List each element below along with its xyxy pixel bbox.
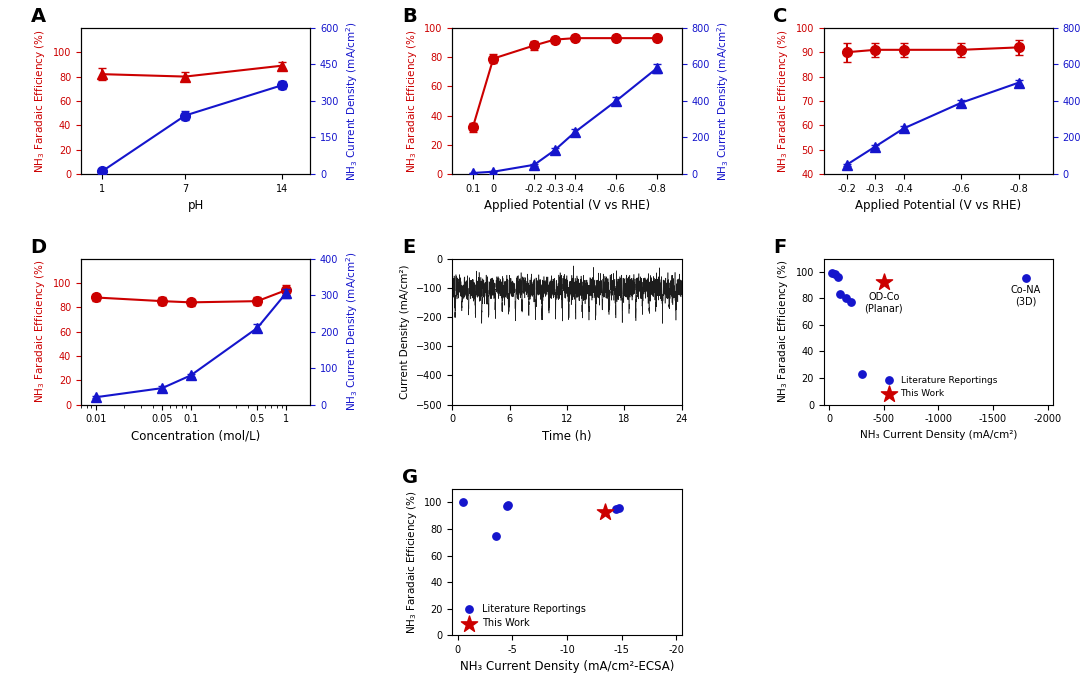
Literature Reportings xyxy=(829,272,847,283)
Literature Reportings xyxy=(853,369,870,380)
This Work xyxy=(596,506,613,517)
Legend: Literature Reportings, This Work: Literature Reportings, This Work xyxy=(878,374,999,400)
Text: E: E xyxy=(402,238,415,257)
Text: B: B xyxy=(402,7,417,26)
Literature Reportings xyxy=(826,269,843,280)
X-axis label: NH₃ Current Density (mA/cm²-ECSA): NH₃ Current Density (mA/cm²-ECSA) xyxy=(460,660,674,674)
X-axis label: NH₃ Current Density (mA/cm²): NH₃ Current Density (mA/cm²) xyxy=(860,430,1017,440)
Literature Reportings xyxy=(824,267,841,279)
Text: C: C xyxy=(773,7,787,26)
Y-axis label: Current Density (mA/cm²): Current Density (mA/cm²) xyxy=(401,265,410,399)
Y-axis label: NH$_3$ Current Density (mA/cm$^2$): NH$_3$ Current Density (mA/cm$^2$) xyxy=(345,252,360,411)
Literature Reportings xyxy=(611,502,629,513)
Y-axis label: NH$_3$ Faradaic Efficiency (%): NH$_3$ Faradaic Efficiency (%) xyxy=(405,490,419,634)
X-axis label: pH: pH xyxy=(188,199,204,212)
Text: D: D xyxy=(30,238,46,257)
Literature Reportings xyxy=(498,501,515,512)
X-axis label: Time (h): Time (h) xyxy=(542,430,592,443)
Y-axis label: NH$_3$ Faradaic Efficiency (%): NH$_3$ Faradaic Efficiency (%) xyxy=(405,29,419,173)
X-axis label: Applied Potential (V vs RHE): Applied Potential (V vs RHE) xyxy=(484,199,650,212)
Text: F: F xyxy=(773,238,786,257)
Text: OD-Co
(Planar): OD-Co (Planar) xyxy=(864,292,903,313)
Literature Reportings xyxy=(1017,273,1035,284)
Literature Reportings xyxy=(832,289,849,300)
Text: Co-NA
(3D): Co-NA (3D) xyxy=(1011,285,1041,306)
X-axis label: Applied Potential (V vs RHE): Applied Potential (V vs RHE) xyxy=(855,199,1022,212)
Y-axis label: NH$_3$ Faradaic Efficiency (%): NH$_3$ Faradaic Efficiency (%) xyxy=(777,260,791,403)
Text: G: G xyxy=(402,468,418,487)
Literature Reportings xyxy=(837,292,854,304)
Literature Reportings xyxy=(842,297,860,308)
X-axis label: Concentration (mol/L): Concentration (mol/L) xyxy=(131,430,260,443)
Literature Reportings xyxy=(607,503,624,514)
Literature Reportings xyxy=(499,500,516,511)
Y-axis label: NH$_3$ Faradaic Efficiency (%): NH$_3$ Faradaic Efficiency (%) xyxy=(777,29,791,173)
Text: A: A xyxy=(30,7,45,26)
Y-axis label: NH$_3$ Current Density (mA/cm$^2$): NH$_3$ Current Density (mA/cm$^2$) xyxy=(345,21,360,181)
Literature Reportings xyxy=(487,530,504,541)
Y-axis label: NH$_3$ Faradaic Efficiency (%): NH$_3$ Faradaic Efficiency (%) xyxy=(33,29,48,173)
Y-axis label: NH$_3$ Faradaic Efficiency (%): NH$_3$ Faradaic Efficiency (%) xyxy=(33,260,48,403)
Y-axis label: NH$_3$ Current Density (mA/cm$^2$): NH$_3$ Current Density (mA/cm$^2$) xyxy=(715,21,731,181)
Literature Reportings xyxy=(455,497,472,508)
This Work xyxy=(875,277,892,288)
Legend: Literature Reportings, This Work: Literature Reportings, This Work xyxy=(457,602,588,630)
